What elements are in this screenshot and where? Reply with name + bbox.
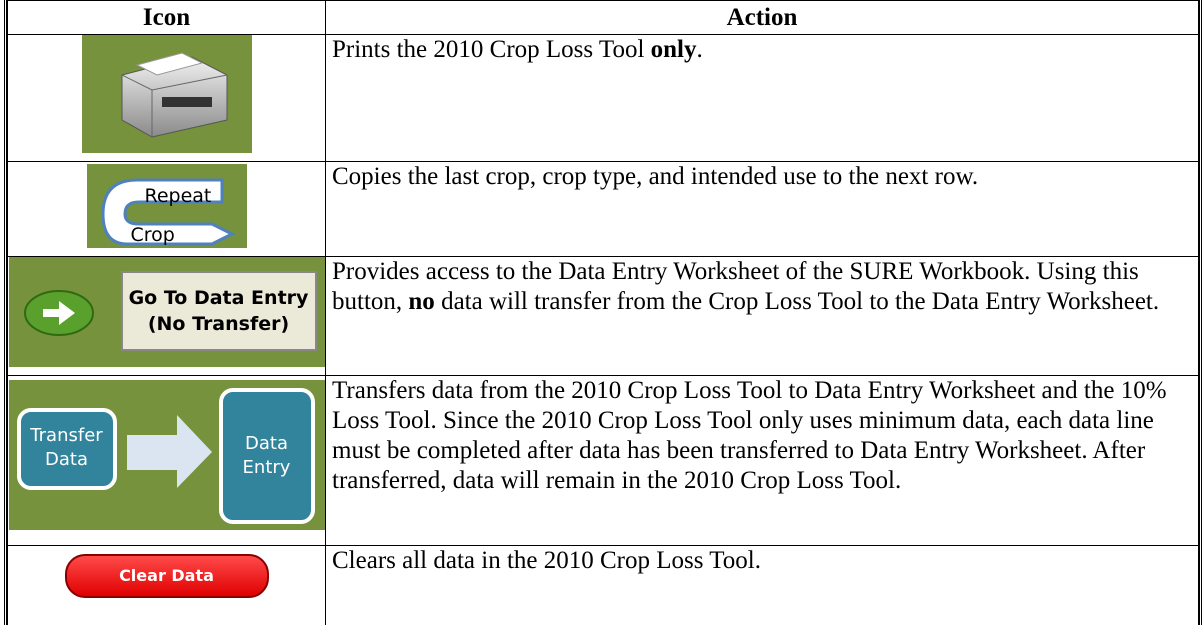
text: . <box>696 36 703 63</box>
go-to-data-entry-button[interactable]: Go To Data Entry (No Transfer) <box>8 257 325 367</box>
transfer-arrow <box>126 415 212 488</box>
icon-cell: Repeat Crop <box>7 161 326 257</box>
icon-cell <box>7 34 326 162</box>
icon-cell: Go To Data Entry (No Transfer) <box>7 256 326 376</box>
printer <box>121 52 227 138</box>
icon-cell: Clear Data <box>7 545 326 625</box>
row: Clear Data Clears all data in the 2010 C… <box>7 545 1199 625</box>
action-cell: Prints the 2010 Crop Loss Tool only. <box>325 34 1199 162</box>
header-row: Icon Action <box>7 0 1199 35</box>
arrow <box>100 178 235 246</box>
row: Prints the 2010 Crop Loss Tool only. <box>7 34 1199 162</box>
text: Copies the last crop, crop type, and int… <box>332 163 979 190</box>
row: Repeat Crop Copies the last crop, crop t… <box>7 161 1199 257</box>
icon-label: (No Transfer) <box>147 313 290 335</box>
icon-label: Transfer Data <box>16 408 117 490</box>
text: Prints the 2010 Crop Loss Tool <box>332 36 651 63</box>
bold-text: only <box>650 36 697 63</box>
text: Provides access to the Data Entry Worksh… <box>332 258 1139 315</box>
bold-text: no <box>408 288 435 315</box>
icon-label: Go To Data Entry <box>128 287 309 309</box>
row: Go To Data Entry (No Transfer) Provides … <box>7 256 1199 376</box>
transfer-data-button[interactable]: Transfer Data Data Entry <box>8 380 325 530</box>
action-cell: Provides access to the Data Entry Worksh… <box>325 256 1199 376</box>
text: Clears all data in the 2010 Crop Loss To… <box>332 547 761 574</box>
text: data will transfer from the Crop Loss To… <box>434 288 1160 315</box>
action-cell: Copies the last crop, crop type, and int… <box>325 161 1199 257</box>
action-cell: Transfers data from the 2010 Crop Loss T… <box>325 375 1199 546</box>
text: Transfers data from the 2010 Crop Loss T… <box>332 377 1167 494</box>
clear-data-button[interactable]: Clear Data <box>64 554 269 598</box>
row: Transfer Data Data Entry Transfers data … <box>7 375 1199 546</box>
icon-table: Icon Action Prints the 2010 Crop Loss To… <box>7 0 1199 625</box>
header-cell: Action <box>325 0 1199 35</box>
action-cell: Clears all data in the 2010 Crop Loss To… <box>325 545 1199 625</box>
icon-label: Data Entry <box>218 388 315 524</box>
header-cell: Icon <box>7 0 326 35</box>
repeat-crop-button[interactable]: Repeat Crop <box>86 164 247 248</box>
go-arrow <box>23 290 94 336</box>
icon-label: Crop <box>130 224 175 246</box>
page: Icon Action Prints the 2010 Crop Loss To… <box>4 0 1202 625</box>
icon-cell: Transfer Data Data Entry <box>7 375 326 546</box>
icon-label: Repeat <box>144 185 212 207</box>
print-icon[interactable] <box>81 35 252 153</box>
button-face: Go To Data Entry (No Transfer) <box>120 271 317 351</box>
